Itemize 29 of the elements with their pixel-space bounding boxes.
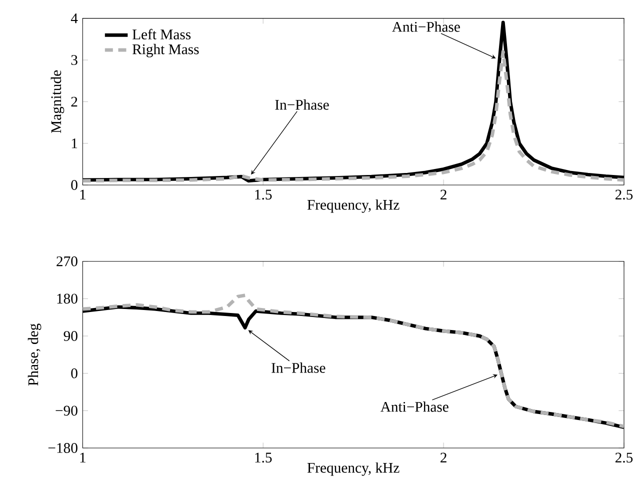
y-tick-label: 1 <box>72 138 78 148</box>
y-tick-label: 0 <box>71 180 78 190</box>
x-tick-label: 1.5 <box>255 190 272 200</box>
annotation: Anti−Phase <box>392 22 460 32</box>
x-tick-label: 2 <box>440 452 446 462</box>
y-tick-label: 3 <box>71 55 78 65</box>
y-tick-label: 0 <box>71 368 78 378</box>
y-tick-label: −180 <box>48 443 78 453</box>
x-tick-label: 1 <box>80 190 86 200</box>
y-tick-label: 180 <box>57 294 78 304</box>
x-axis-title: Frequency, kHz <box>307 199 400 213</box>
y-tick-label: 2 <box>71 96 78 107</box>
y-axis-title: Phase, deg <box>28 324 42 386</box>
x-tick-label: 2 <box>440 190 446 200</box>
x-axis-title: Frequency, kHz <box>307 462 400 476</box>
legend-label: Right Mass <box>132 44 199 58</box>
annotation: In−Phase <box>275 99 329 110</box>
x-tick-label: 2.5 <box>615 190 633 200</box>
annotation: Anti−Phase <box>380 402 448 412</box>
y-tick-label: 270 <box>56 256 78 266</box>
x-tick-label: 2.5 <box>615 452 633 463</box>
annotation: In−Phase <box>272 362 326 373</box>
legend-label: Left Mass <box>132 28 191 40</box>
y-tick-label: 4 <box>70 14 78 24</box>
y-tick-label: 90 <box>64 331 78 341</box>
y-tick-label: −90 <box>56 406 78 416</box>
y-axis-title: Magnitude <box>50 70 64 134</box>
x-tick-label: 1.5 <box>255 452 272 463</box>
x-tick-label: 1 <box>80 452 86 462</box>
